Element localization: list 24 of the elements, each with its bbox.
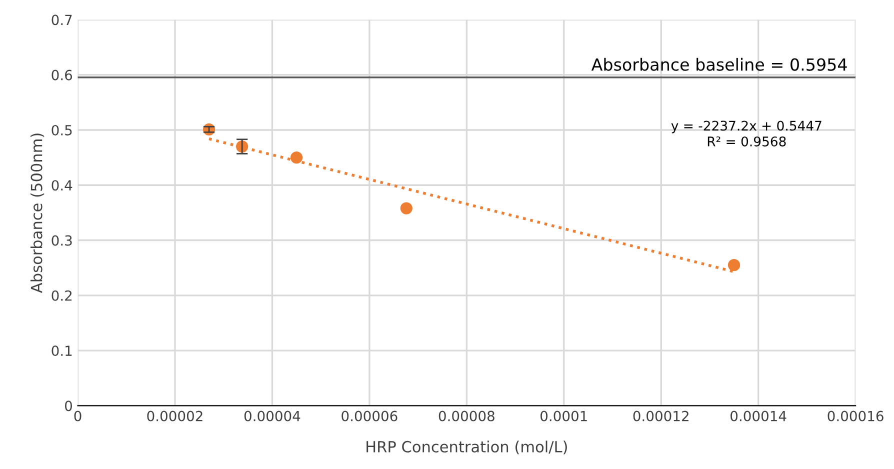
x-tick-label: 0.00016	[828, 410, 884, 422]
y-tick-label: 0	[64, 400, 72, 412]
y-tick-label: 0.7	[52, 14, 72, 26]
ref-line-label: Absorbance baseline = 0.5954	[591, 58, 847, 71]
annotation: y = -2237.2x + 0.5447 R² = 0.9568	[671, 120, 822, 146]
y-tick-label: 0.3	[52, 235, 72, 246]
x-axis-title: HRP Concentration (mol/L)	[366, 440, 567, 454]
x-tick-label: 0	[74, 410, 82, 422]
x-tick-label: 0.0001	[540, 410, 587, 422]
x-tick-label: 0.00014	[730, 410, 786, 422]
x-tick-label: 0.00008	[438, 410, 494, 422]
x-tick-label: 0.00012	[633, 410, 688, 422]
point	[400, 202, 412, 214]
x-tick-label: 0.00006	[342, 410, 398, 422]
x-tick-label: 0.00002	[147, 410, 202, 422]
x-tick-label: 0.00004	[244, 410, 300, 422]
y-tick-label: 0.1	[52, 346, 72, 356]
y-tick-label: 0.4	[52, 180, 72, 191]
point	[290, 151, 303, 164]
y-tick-label: 0.2	[52, 290, 72, 301]
y-axis-title: Absorbance (500nm)	[30, 134, 44, 293]
y-tick-label: 0.5	[52, 124, 72, 136]
point	[728, 259, 740, 272]
y-tick-label: 0.6	[52, 70, 72, 80]
